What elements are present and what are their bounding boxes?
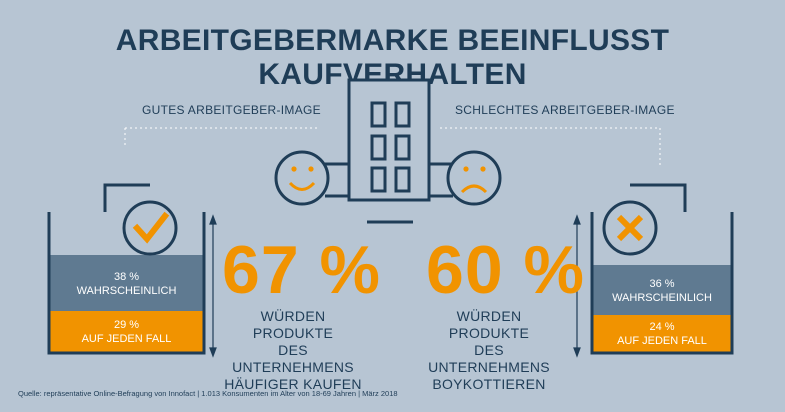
left-desc-line1: WÜRDEN PRODUKTE [252, 308, 334, 341]
right-lower-segment [592, 315, 732, 353]
right-lower-text: 24 % AUF JEDEN FALL [592, 320, 732, 348]
right-desc-line1: WÜRDEN PRODUKTE [448, 308, 530, 341]
left-lower-label: AUF JEDEN FALL [81, 333, 172, 345]
checkmark-icon [132, 211, 170, 244]
left-container [47, 183, 206, 355]
left-upper-segment [49, 255, 204, 311]
left-lower-pct: 29 % [113, 319, 140, 331]
bad-image-label: SCHLECHTES ARBEITGEBER-IMAGE [455, 103, 675, 117]
right-lower-label: AUF JEDEN FALL [617, 335, 707, 347]
left-upper-pct: 38 % [113, 271, 140, 283]
good-image-label: GUTES ARBEITGEBER-IMAGE [142, 103, 321, 117]
right-desc-line2: DES UNTERNEHMENS [428, 342, 550, 375]
dotted-connectors [124, 127, 661, 165]
left-arrow [209, 214, 217, 358]
cross-icon [616, 214, 644, 242]
right-upper-pct: 36 % [649, 278, 675, 290]
left-upper-text: 38 % WAHRSCHEINLICH [49, 270, 204, 298]
left-desc-line3: HÄUFIGER KAUFEN [224, 376, 362, 392]
source-note: Quelle: repräsentative Online-Befragung … [18, 389, 398, 398]
frown-icon [446, 150, 502, 206]
left-description: WÜRDEN PRODUKTE DES UNTERNEHMENS HÄUFIGE… [222, 308, 364, 393]
page-title: ARBEITGEBERMARKE BEEINFLUSST KAUFVERHALT… [115, 24, 670, 91]
right-desc-line3: BOYKOTTIEREN [432, 376, 546, 392]
left-lower-segment [49, 311, 204, 353]
right-upper-segment [592, 265, 732, 315]
right-big-value: 60 % [426, 232, 585, 308]
right-upper-text: 36 % WAHRSCHEINLICH [592, 277, 732, 305]
right-lower-pct: 24 % [649, 321, 675, 333]
right-container [590, 183, 734, 355]
left-lower-text: 29 % AUF JEDEN FALL [49, 318, 204, 346]
right-upper-label: WAHRSCHEINLICH [612, 292, 712, 304]
left-desc-line2: DES UNTERNEHMENS [232, 342, 354, 375]
left-big-value: 67 % [222, 232, 381, 308]
right-arrow [573, 214, 581, 358]
building-icon [325, 78, 453, 224]
right-description: WÜRDEN PRODUKTE DES UNTERNEHMENS BOYKOTT… [418, 308, 560, 393]
left-upper-label: WAHRSCHEINLICH [76, 285, 177, 297]
smiley-icon [274, 150, 330, 206]
